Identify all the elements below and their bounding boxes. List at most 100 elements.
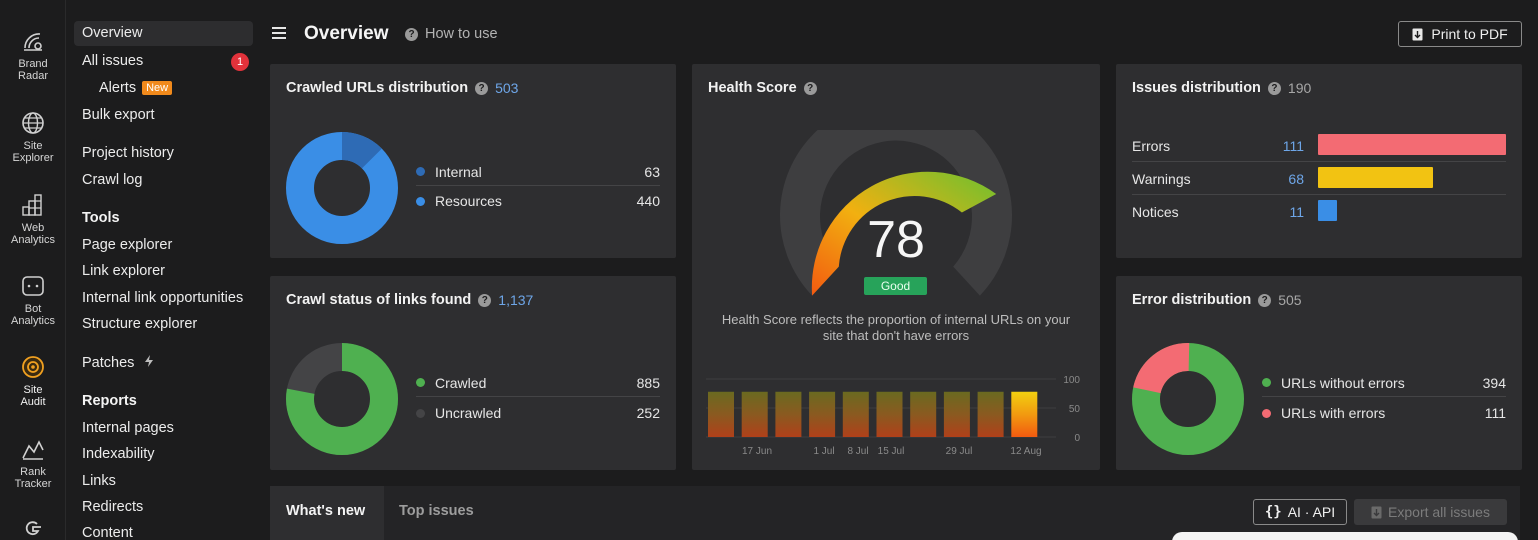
rail-rank-tracker[interactable]: Rank Tracker	[0, 436, 66, 490]
code-braces-icon: {}	[1264, 504, 1282, 520]
history-bar[interactable]	[842, 391, 869, 437]
legend-row-internal[interactable]: Internal 63	[416, 158, 660, 186]
history-bar[interactable]	[809, 391, 836, 437]
crawl-status-total[interactable]: 1,137	[498, 292, 534, 308]
crawled-urls-card: Crawled URLs distribution ? 503 Internal…	[270, 64, 676, 258]
donut-segment-with-errors	[1132, 343, 1244, 455]
nav-content[interactable]: Content	[82, 525, 133, 540]
issue-value[interactable]: 11	[1289, 204, 1304, 220]
x-tick-label: 1 Jul	[813, 446, 834, 457]
tab-whats-new[interactable]: What's new	[270, 486, 384, 540]
health-score-title-text: Health Score	[708, 80, 797, 96]
nav-overview[interactable]: Overview	[74, 21, 253, 46]
floating-panel-edge	[1172, 532, 1518, 540]
nav-bulk-export[interactable]: Bulk export	[82, 107, 155, 123]
bot-icon	[22, 276, 44, 296]
health-gauge	[780, 130, 1012, 296]
page-title: Overview	[304, 23, 389, 44]
legend-dot	[416, 408, 425, 418]
legend-dot	[416, 196, 425, 206]
x-tick-label: 17 Jun	[742, 446, 772, 457]
nav-alerts-label: Alerts	[99, 80, 137, 96]
rail-web-analytics[interactable]: Web Analytics	[0, 192, 66, 246]
nav-redirects[interactable]: Redirects	[82, 499, 144, 515]
print-to-pdf-button[interactable]: Print to PDF	[1398, 21, 1522, 47]
help-icon[interactable]: ?	[475, 81, 489, 95]
grid-chart-icon	[22, 194, 42, 216]
legend-row-crawled[interactable]: Crawled 885	[416, 369, 660, 397]
nav-internal-link-opportunities[interactable]: Internal link opportunities	[82, 290, 244, 306]
rail-brand-radar[interactable]: Brand Radar	[0, 28, 66, 82]
rail-site-audit[interactable]: Site Audit	[0, 354, 66, 408]
health-score-card: Health Score ? 78 Good Health Score refl…	[692, 64, 1100, 470]
lightning-icon	[145, 355, 154, 367]
site-audit-icon	[22, 356, 44, 378]
legend-row-uncrawled[interactable]: Uncrawled 252	[416, 399, 660, 427]
error-distribution-donut	[1132, 343, 1244, 455]
rail-label: Brand Radar	[18, 58, 48, 82]
help-icon[interactable]: ?	[1258, 293, 1272, 307]
issue-bar-notices	[1318, 200, 1337, 221]
issue-row-warnings[interactable]: Warnings 68	[1132, 162, 1506, 195]
history-bar[interactable]	[910, 391, 937, 437]
nav-indexability[interactable]: Indexability	[82, 446, 155, 462]
legend-row-without-errors[interactable]: URLs without errors 394	[1262, 369, 1506, 397]
x-tick-label: 8 Jul	[847, 446, 868, 457]
rail-bot-analytics[interactable]: Bot Analytics	[0, 273, 66, 327]
legend-row-resources[interactable]: Resources 440	[416, 187, 660, 215]
crawl-status-donut	[286, 343, 398, 455]
bottom-tab-panel: What's new Top issues {} AI · API Export…	[270, 486, 1520, 540]
nav-structure-explorer[interactable]: Structure explorer	[82, 316, 198, 332]
legend-label: URLs with errors	[1281, 405, 1386, 421]
tab-top-issues[interactable]: Top issues	[399, 503, 474, 519]
health-status-badge: Good	[864, 277, 927, 295]
nav-all-issues[interactable]: All issues	[82, 53, 144, 69]
issue-row-errors[interactable]: Errors 111	[1132, 129, 1506, 162]
legend-value: 394	[1482, 374, 1506, 391]
issue-label: Errors	[1132, 138, 1171, 154]
y-tick-label: 100	[1063, 375, 1080, 386]
issue-value[interactable]: 68	[1288, 171, 1304, 187]
history-bar[interactable]	[741, 391, 768, 437]
crawled-urls-total[interactable]: 503	[495, 80, 519, 96]
nav-project-history[interactable]: Project history	[82, 145, 174, 161]
nav-page-explorer[interactable]: Page explorer	[82, 237, 173, 253]
history-bar[interactable]	[876, 391, 903, 437]
legend-dot	[416, 378, 425, 387]
legend-value: 885	[636, 374, 660, 391]
nav-link-explorer[interactable]: Link explorer	[82, 263, 166, 279]
crawl-status-title-text: Crawl status of links found	[286, 292, 472, 308]
help-icon[interactable]: ?	[1267, 81, 1281, 95]
history-bar[interactable]	[708, 391, 734, 437]
help-icon[interactable]: ?	[478, 293, 492, 307]
rail-site-explorer[interactable]: Site Explorer	[0, 110, 66, 164]
issue-row-notices[interactable]: Notices 11	[1132, 195, 1506, 228]
nav-patches[interactable]: Patches	[82, 355, 154, 371]
nav-internal-pages[interactable]: Internal pages	[82, 420, 174, 436]
export-all-issues-button[interactable]: Export all issues	[1354, 499, 1507, 525]
legend-dot	[1262, 408, 1271, 418]
rail-label: Rank Tracker	[14, 466, 52, 490]
help-icon[interactable]: ?	[803, 81, 817, 95]
history-bar[interactable]	[943, 391, 970, 437]
issue-value[interactable]: 111	[1282, 138, 1304, 154]
how-to-use-link[interactable]: ? How to use	[405, 26, 498, 42]
help-icon: ?	[405, 27, 418, 41]
error-distribution-total: 505	[1278, 292, 1302, 308]
legend-row-with-errors[interactable]: URLs with errors 111	[1262, 399, 1506, 427]
issues-distribution-total: 190	[1287, 80, 1312, 96]
issue-label: Notices	[1132, 204, 1179, 220]
hamburger-menu-icon[interactable]	[272, 27, 286, 39]
rail-google[interactable]	[0, 516, 66, 540]
nav-links[interactable]: Links	[82, 473, 116, 489]
ai-api-button[interactable]: {} AI · API	[1253, 499, 1347, 525]
rail-label: Bot Analytics	[10, 303, 56, 327]
history-bar[interactable]	[775, 391, 802, 437]
history-bar[interactable]	[1011, 391, 1038, 437]
health-score-value: 78	[867, 211, 925, 269]
issue-bar-errors	[1318, 134, 1506, 155]
nav-alerts[interactable]: Alerts New	[99, 80, 173, 96]
nav-crawl-log[interactable]: Crawl log	[82, 172, 143, 188]
issues-distribution-title: Issues distribution ? 190	[1132, 80, 1311, 96]
history-bar[interactable]	[977, 391, 1004, 437]
